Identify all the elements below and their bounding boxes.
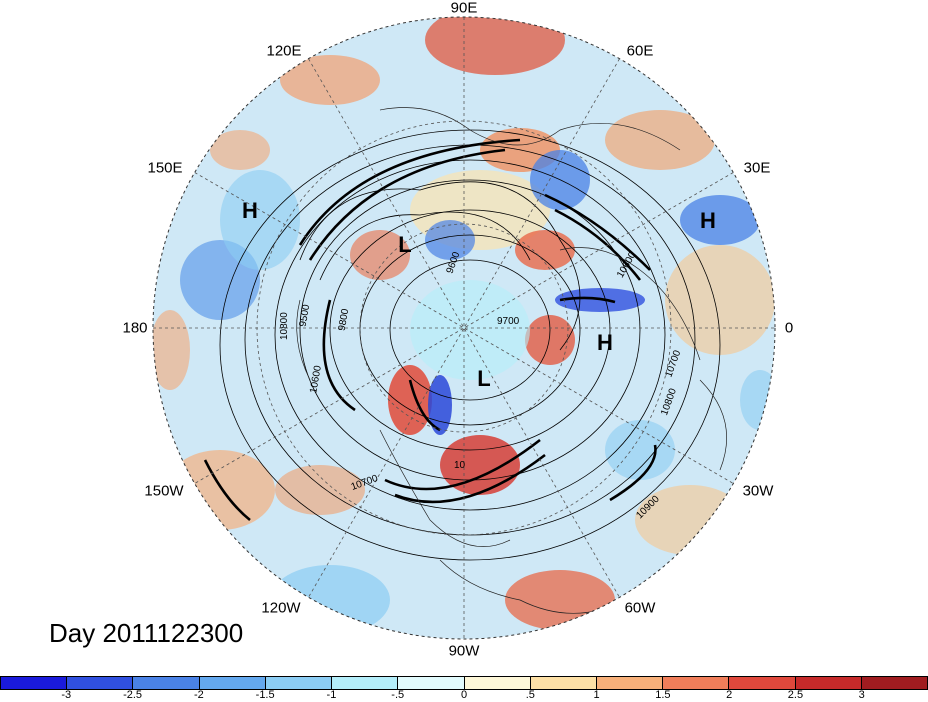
map-border [152, 16, 776, 640]
colorbar-tick-label: -2 [193, 689, 204, 701]
colorbar-tick-label: .5 [525, 689, 535, 701]
contour-label: 10 [454, 460, 466, 471]
day-label: Day 2011122300 [49, 618, 244, 648]
colorbar-segment [729, 677, 796, 689]
lon-label-120w: 120W [261, 599, 301, 617]
colorbar-tick-label: -2.5 [123, 689, 143, 701]
colorbar-tick-label: -1 [326, 689, 337, 701]
colorbar-tick-label: -1.5 [255, 689, 275, 701]
pressure-center-h: H [700, 208, 716, 233]
lon-label-30e: 30E [743, 159, 771, 177]
colorbar-segment [596, 677, 664, 689]
contour-label: 9700 [497, 316, 520, 327]
pressure-center-l: L [477, 366, 490, 391]
lon-label-60e: 60E [626, 42, 654, 60]
pressure-center-h: H [597, 330, 613, 355]
colorbar-segment [795, 677, 862, 689]
colorbar-segment [199, 677, 266, 689]
lon-label-150w: 150W [144, 482, 184, 500]
colorbar-segment [67, 677, 134, 689]
colorbar-segment [398, 677, 465, 689]
colorbar-segment [1, 677, 68, 689]
graticule [153, 17, 775, 639]
colorbar-tick-label: -3 [61, 689, 72, 701]
colorbar-tick-label: -.5 [391, 689, 405, 701]
colorbar-segment [530, 677, 597, 689]
contour-label: 10800 [279, 312, 290, 340]
colorbar-tick-label: 3 [858, 689, 865, 701]
lon-label-180: 180 [122, 319, 148, 337]
lon-label-90e: 90E [450, 0, 478, 17]
contour-label: 10600 [308, 364, 324, 394]
colorbar [0, 676, 928, 690]
pressure-center-l: L [398, 232, 411, 257]
pressure-center-h: H [242, 198, 258, 223]
colorbar-tick-label: 1 [593, 689, 600, 701]
lon-label-150e: 150E [147, 159, 183, 177]
colorbar-tick-label: 1.5 [655, 689, 671, 701]
anomaly-field [153, 17, 775, 639]
lon-label-90w: 90W [448, 642, 480, 660]
lon-label-60w: 60W [624, 599, 656, 617]
colorbar-tick-label: 0 [460, 689, 468, 701]
colorbar-segment [663, 677, 730, 689]
lon-label-0: 0 [784, 319, 794, 337]
pressure-centers: H L H H L [242, 198, 716, 391]
colorbar-segment [861, 677, 928, 689]
lon-label-120e: 120E [266, 42, 302, 60]
colorbar-tick-label: 2 [726, 689, 733, 701]
coastlines [296, 107, 727, 614]
lon-label-30w: 30W [742, 482, 774, 500]
jet-contours [203, 138, 657, 522]
contour-label: 9800 [337, 308, 352, 332]
colorbar-segment [464, 677, 531, 689]
colorbar-tick-label: 2.5 [787, 689, 804, 701]
colorbar-segment [133, 677, 200, 689]
colorbar-segment [332, 677, 399, 689]
colorbar-segment [265, 677, 333, 689]
contour-label: 9500 [298, 303, 313, 327]
